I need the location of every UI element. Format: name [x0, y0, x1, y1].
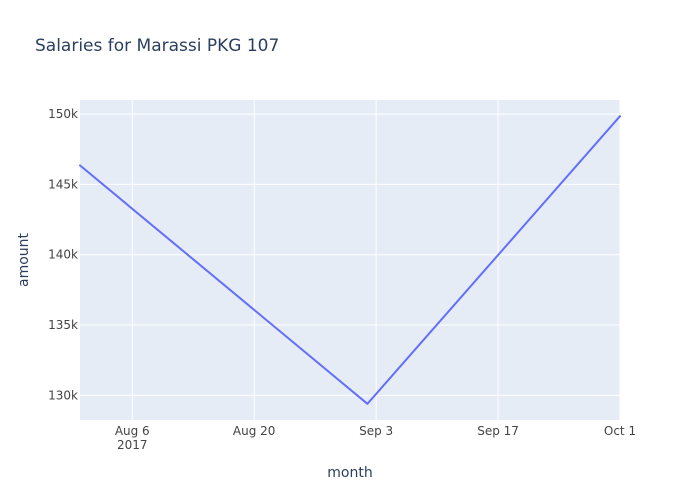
y-axis-ticks: 130k 135k 140k 145k 150k [48, 107, 78, 402]
x-tick-label: Sep 17 [477, 424, 519, 438]
x-axis-title: month [327, 465, 372, 481]
gridlines [80, 100, 621, 420]
chart-title: Salaries for Marassi PKG 107 [35, 36, 279, 56]
plot-area-background [80, 100, 620, 420]
y-tick-label: 140k [48, 248, 78, 262]
x-tick-label: Sep 3 [359, 424, 393, 438]
x-tick-sublabel: 2017 [117, 438, 148, 452]
series-layer [79, 115, 621, 405]
y-tick-label: 130k [48, 388, 78, 402]
x-tick-label: Oct 1 [604, 424, 636, 438]
y-tick-label: 145k [48, 177, 78, 191]
y-tick-label: 135k [48, 318, 78, 332]
y-axis-title: amount [16, 232, 32, 287]
x-tick-label: Aug 20 [233, 424, 276, 438]
series-line [79, 115, 621, 405]
x-tick-label: Aug 6 [115, 424, 150, 438]
y-tick-label: 150k [48, 107, 78, 121]
